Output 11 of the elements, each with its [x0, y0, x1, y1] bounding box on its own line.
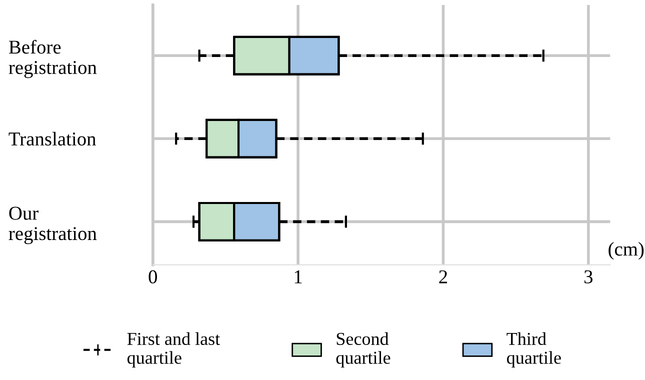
legend-label: Third quartile — [506, 332, 561, 368]
y-tick-label: Our registration — [8, 206, 97, 244]
legend-label: First and last quartile — [127, 332, 220, 368]
x-tick-label: 0 — [148, 270, 157, 284]
x-tick-label: 2 — [439, 270, 448, 284]
x-tick-label: 1 — [294, 270, 302, 284]
y-tick-label: Translation — [8, 132, 96, 146]
y-tick-label: Before registration — [8, 40, 97, 78]
x-axis-title: (cm) — [608, 242, 644, 260]
legend-label: Second quartile — [336, 332, 390, 368]
x-tick-label: 3 — [584, 270, 592, 284]
